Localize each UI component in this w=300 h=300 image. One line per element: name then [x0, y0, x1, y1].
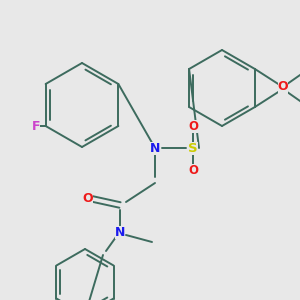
Text: F: F [32, 119, 40, 133]
Text: O: O [278, 82, 288, 95]
Text: O: O [188, 164, 198, 176]
Text: O: O [278, 80, 288, 94]
Text: O: O [188, 119, 198, 133]
Text: O: O [83, 191, 93, 205]
Text: N: N [150, 142, 160, 154]
Text: N: N [115, 226, 125, 238]
Text: S: S [188, 142, 198, 154]
